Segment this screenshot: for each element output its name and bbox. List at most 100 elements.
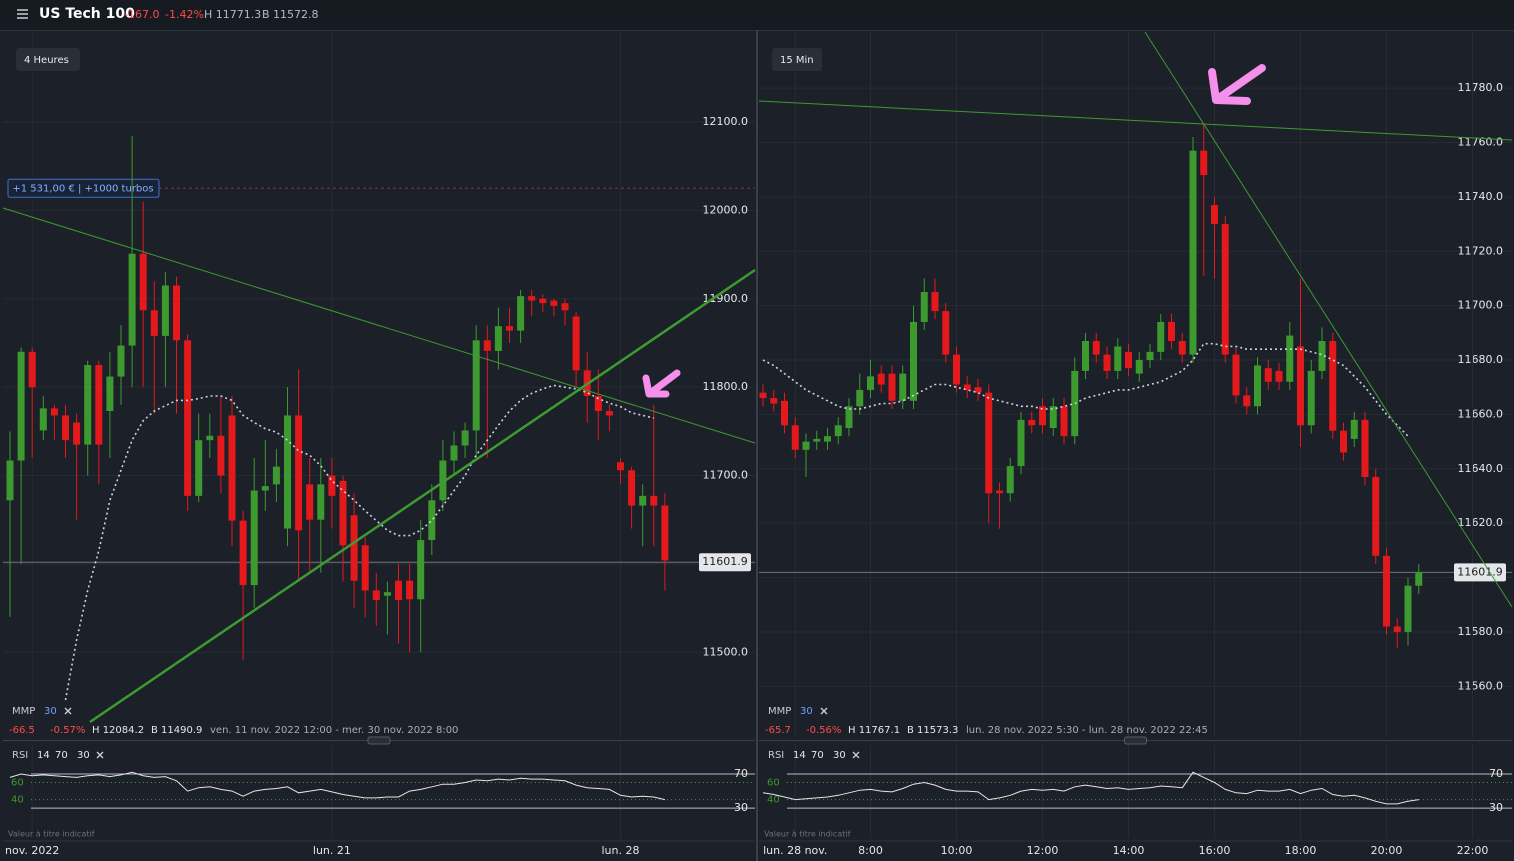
position-box[interactable]	[7, 178, 160, 198]
candle-body	[953, 354, 960, 385]
close-icon[interactable]	[96, 751, 104, 759]
candle-body	[1189, 150, 1197, 355]
candle-body	[62, 415, 69, 441]
rsi-param: 14	[793, 750, 806, 761]
candle-body	[461, 430, 469, 446]
pane-handle[interactable]	[367, 736, 391, 745]
candle-body	[539, 298, 547, 304]
candle-body	[1071, 370, 1079, 437]
header-change: -167.0	[124, 8, 159, 21]
candle-body	[383, 592, 391, 596]
candle-body	[217, 435, 225, 476]
candle-body	[996, 490, 1003, 494]
candle-body	[228, 415, 236, 521]
y-tick-label: 11900.0	[703, 292, 749, 305]
candle-body	[73, 422, 81, 445]
candle-body	[931, 292, 939, 312]
candle-body	[328, 475, 336, 496]
candle-body	[605, 411, 613, 416]
candle-body	[483, 340, 491, 351]
y-tick-label: 11700.0	[703, 469, 749, 482]
trend-line[interactable]	[89, 268, 756, 724]
y-tick-label: 11700.0	[1458, 299, 1504, 312]
candle-body	[428, 500, 436, 541]
candle-body	[472, 340, 480, 431]
candle-body	[1103, 354, 1111, 371]
close-icon[interactable]	[852, 751, 860, 759]
candle-body	[550, 300, 558, 306]
candle-body	[372, 590, 380, 601]
candle-body	[1006, 466, 1014, 494]
info-text: -0.56%	[806, 725, 841, 736]
close-icon[interactable]	[64, 707, 72, 715]
candle-body	[295, 415, 303, 531]
candle-body	[317, 484, 325, 520]
info-text: H 11767.1	[848, 725, 900, 736]
candle-body	[173, 285, 180, 341]
candle-body	[84, 365, 92, 445]
candle-body	[845, 406, 853, 429]
candle-body	[1092, 340, 1100, 355]
candle-body	[985, 392, 993, 494]
timeframe-tab[interactable]	[772, 48, 822, 71]
drawings	[2, 31, 1513, 724]
candle-body	[239, 520, 247, 586]
disclaimer: Valeur à titre indicatif	[764, 830, 851, 839]
candle-body	[250, 490, 258, 586]
rsi-name: RSI	[12, 750, 28, 761]
x-tick-label: 20:00	[1371, 844, 1403, 857]
trend-line[interactable]	[758, 100, 1513, 141]
candle-body	[910, 321, 917, 401]
candle-body	[1017, 419, 1025, 467]
timeframe-tab[interactable]	[16, 48, 80, 71]
candle-body	[1114, 346, 1122, 371]
annotation-arrow	[642, 369, 681, 398]
candle-body	[867, 376, 874, 390]
ma-name: MMP	[12, 706, 35, 717]
rsi-param: 30	[833, 750, 846, 761]
rsi-mid-label: 40	[11, 795, 24, 806]
candle-body	[1135, 360, 1143, 374]
candle-body	[834, 425, 842, 437]
candle-body	[272, 466, 280, 485]
rsi-tick-label: 30	[1489, 801, 1503, 814]
candle-body	[1297, 346, 1304, 426]
candle-body	[439, 460, 447, 501]
candle-body	[1200, 150, 1208, 176]
charts: 11500.011600.011700.011800.011900.012000…	[3, 31, 1512, 857]
candle-body	[1264, 368, 1272, 382]
info-text: -66.5	[9, 725, 35, 736]
rsi-param: 70	[55, 750, 68, 761]
candle-body	[6, 460, 14, 501]
ma-period: 30	[800, 706, 813, 717]
last-price-label: 11601.9	[1457, 565, 1503, 578]
y-tick-label: 11500.0	[703, 645, 749, 658]
candle-body	[1361, 419, 1369, 477]
instrument-title[interactable]: US Tech 100	[39, 6, 135, 22]
pane-handle[interactable]	[1124, 736, 1147, 745]
candle-body	[1157, 321, 1165, 352]
rsi-param: 70	[811, 750, 824, 761]
timeframe-label: 4 Heures	[24, 55, 69, 66]
candle-body	[517, 296, 525, 331]
candle-body	[781, 400, 788, 426]
trend-line[interactable]	[2, 207, 756, 444]
candle-body	[1168, 321, 1175, 341]
menu-icon[interactable]	[17, 9, 28, 19]
candle-body	[813, 438, 821, 442]
x-tick-label: 22:00	[1457, 844, 1489, 857]
close-icon[interactable]	[820, 707, 828, 715]
trend-line[interactable]	[1144, 31, 1513, 608]
candle-body	[206, 435, 214, 441]
y-tick-label: 11780.0	[1458, 81, 1504, 94]
candle-body	[824, 436, 831, 442]
header-low: B 11572.8	[262, 8, 319, 21]
candle-body	[617, 462, 624, 471]
candle-body	[1383, 555, 1390, 627]
candle-body	[1340, 430, 1347, 453]
annotation-arrow	[1208, 64, 1266, 105]
rsi-mid-label: 60	[11, 778, 24, 789]
rsi-param: 14	[37, 750, 50, 761]
candle-body	[1318, 340, 1326, 371]
